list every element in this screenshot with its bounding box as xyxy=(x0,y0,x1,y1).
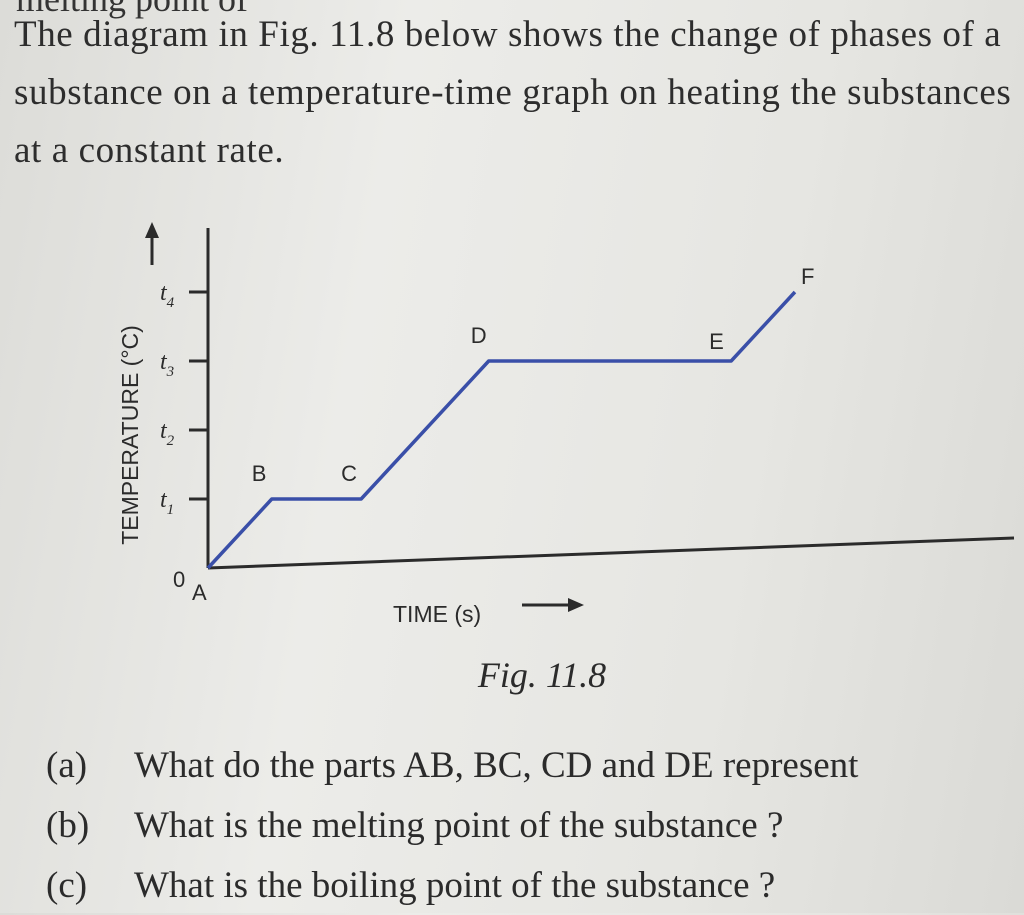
x-axis-label: TIME (s) xyxy=(393,601,481,627)
y-tick-label: t1 xyxy=(160,487,174,518)
question-letter: (a) xyxy=(46,744,88,786)
question-letter: (c) xyxy=(46,864,88,906)
cut-off-previous-text: melting point of xyxy=(16,0,248,20)
y-axis-arrow xyxy=(145,222,159,265)
point-label-a: A xyxy=(192,580,207,605)
point-label-c: C xyxy=(341,461,357,486)
y-tick-label: t3 xyxy=(160,349,174,380)
x-axis-arrow xyxy=(522,598,584,612)
point-label-d: D xyxy=(471,323,487,348)
question-text: What is the boiling point of the substan… xyxy=(134,864,776,906)
y-tick-label: t2 xyxy=(160,418,175,449)
figure-caption: Fig. 11.8 xyxy=(477,655,607,695)
point-label-e: E xyxy=(709,329,724,354)
questions-list: (a) What do the parts AB, BC, CD and DE … xyxy=(46,735,1016,915)
question-letter: (b) xyxy=(46,804,90,846)
question-b: (b) What is the melting point of the sub… xyxy=(46,795,1016,855)
point-label-b: B xyxy=(252,461,267,486)
intro-paragraph: The diagram in Fig. 11.8 below shows the… xyxy=(14,14,1012,171)
point-label-f: F xyxy=(801,264,814,289)
point-labels: A B C D E F xyxy=(192,264,814,605)
question-a: (a) What do the parts AB, BC, CD and DE … xyxy=(46,735,1016,795)
y-axis-label: TEMPERATURE (°C) xyxy=(117,325,143,545)
question-text: What is the melting point of the substan… xyxy=(134,804,784,846)
origin-label: 0 xyxy=(173,567,185,592)
phase-curve xyxy=(206,290,797,570)
question-text: What do the parts AB, BC, CD and DE repr… xyxy=(134,744,859,786)
y-ticks: t1 t2 t3 t4 xyxy=(160,280,208,518)
x-axis xyxy=(207,536,1015,570)
y-tick-label: t4 xyxy=(160,280,175,311)
question-c: (c) What is the boiling point of the sub… xyxy=(46,855,1016,915)
graph-svg: TEMPERATURE (°C) t1 t2 t3 t4 0 A B C D E F TIME … xyxy=(117,222,1015,627)
temperature-time-graph: TEMPERATURE (°C) t1 t2 t3 t4 0 A B C D E F TIME … xyxy=(0,210,1024,650)
